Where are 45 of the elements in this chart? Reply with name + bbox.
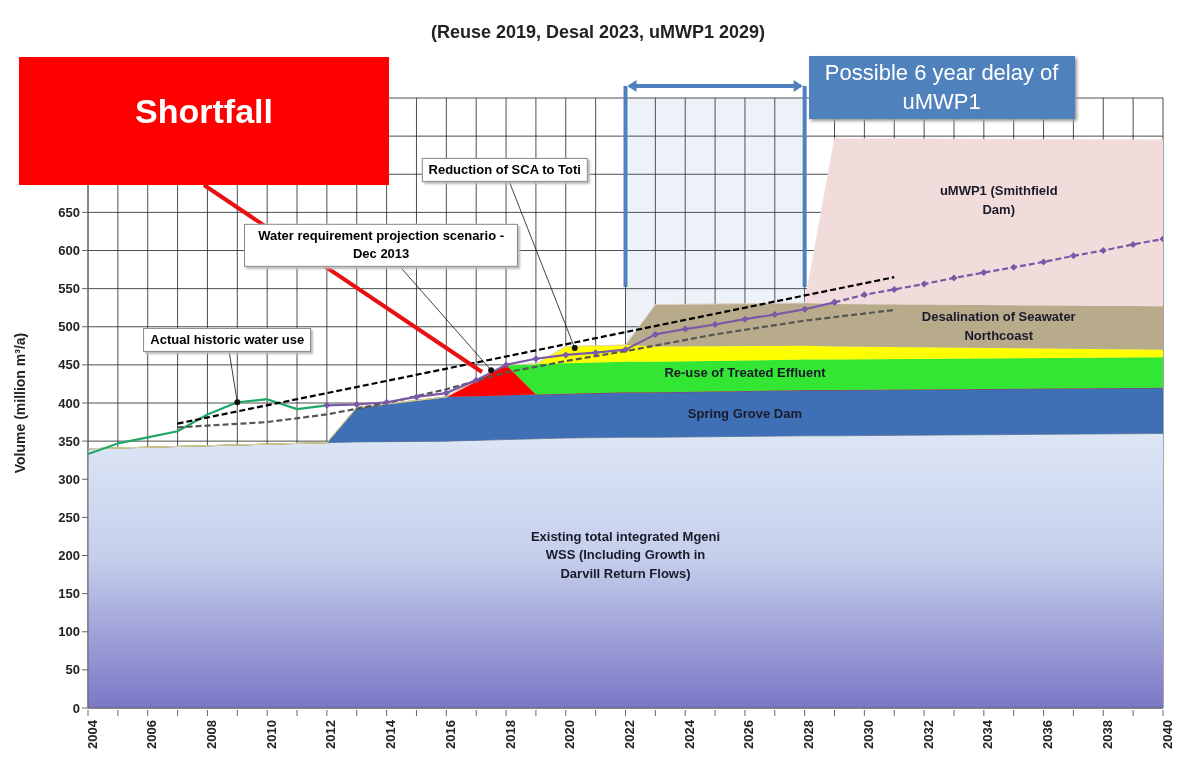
y-tick-label: 250 (58, 509, 80, 525)
x-tick-label: 2034 (980, 719, 996, 749)
x-tick-label: 2038 (1099, 720, 1115, 749)
y-tick-label: 650 (58, 204, 80, 220)
annotation: Water requirement projection scenario - Dec 2013 (244, 224, 519, 267)
callout-box: Shortfall (19, 57, 389, 185)
series-label: Existing total integrated Mgeni WSS (Including Growth in Darvill Return Flows) (529, 527, 722, 583)
x-tick-label: 2032 (920, 720, 936, 749)
x-tick-label: 2016 (442, 720, 458, 749)
annotation: Reduction of SCA to Toti (421, 158, 588, 183)
x-tick-label: 2008 (203, 720, 219, 749)
y-tick-label: 350 (58, 433, 80, 449)
x-tick-label: 2006 (144, 720, 160, 749)
x-tick-label: 2024 (681, 719, 697, 749)
annotation: Actual historic water use (143, 328, 312, 353)
x-tick-label: 2020 (562, 720, 578, 749)
x-tick-label: 2010 (263, 720, 279, 749)
y-tick-label: 450 (58, 357, 80, 373)
x-tick-label: 2012 (323, 720, 339, 749)
series-label: Spring Grove Dam (687, 405, 803, 423)
x-tick-label: 2018 (502, 720, 518, 749)
series-label: Desalination of Seawater Northcoast (920, 307, 1077, 345)
series-label: Re-use of Treated Effluent (664, 363, 826, 382)
x-tick-label: 2030 (860, 720, 876, 749)
x-tick-label: 2040 (1159, 720, 1175, 749)
y-tick-label: 600 (58, 243, 80, 259)
x-tick-label: 2004 (84, 719, 100, 749)
x-tick-label: 2022 (622, 720, 637, 749)
y-tick-label: 150 (58, 586, 80, 602)
y-tick-label: 200 (58, 548, 80, 564)
series-label: uMWP1 (Smithfield Dam) (938, 182, 1059, 219)
y-tick-label: 300 (58, 471, 80, 487)
x-tick-label: 2014 (383, 719, 399, 749)
x-tick-label: 2026 (741, 720, 757, 749)
y-axis-title: Volume (million m³/a) (11, 332, 28, 474)
x-tick-label: 2036 (1040, 720, 1056, 749)
y-tick-label: 550 (58, 281, 80, 297)
y-tick-label: 50 (65, 662, 80, 678)
x-tick-label: 2028 (801, 720, 817, 749)
y-tick-label: 100 (58, 624, 80, 640)
y-tick-label: 400 (58, 395, 80, 411)
y-tick-label: 500 (58, 319, 80, 335)
callout-box: Possible 6 year delay of uMWP1 (808, 56, 1075, 120)
y-tick-label: 0 (72, 700, 80, 716)
chart-title: (Reuse 2019, Desal 2023, uMWP1 2029) (429, 22, 767, 43)
